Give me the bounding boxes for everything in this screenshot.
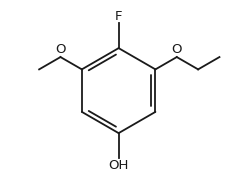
Text: F: F <box>115 10 122 23</box>
Text: O: O <box>172 43 182 56</box>
Text: OH: OH <box>108 159 129 172</box>
Text: O: O <box>55 43 66 56</box>
